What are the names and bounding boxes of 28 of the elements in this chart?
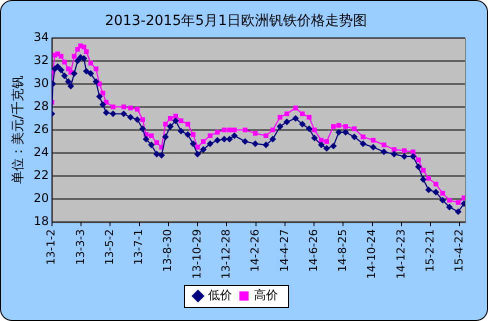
x-tick-label: 15-4-22 — [452, 229, 466, 272]
x-tick-label: 13-7-1 — [132, 229, 146, 266]
y-tick-label: 18 — [34, 214, 49, 228]
x-tick-label: 14-6-26 — [306, 229, 320, 272]
legend-label: 高价 — [254, 288, 278, 302]
x-tick-label: 14-2-26 — [248, 229, 262, 272]
y-tick-label: 20 — [34, 191, 49, 206]
x-tick-label: 14-8-25 — [336, 229, 350, 272]
x-tick-label: 13-5-2 — [102, 229, 116, 266]
x-tick-label: 14-12-23 — [394, 229, 408, 280]
legend-label: 低价 — [208, 288, 232, 302]
x-tick-label: 13-12-28 — [219, 229, 232, 280]
x-tick-label: 14-4-27 — [278, 229, 291, 272]
x-tick-label: 13-10-29 — [190, 229, 204, 280]
chart-title: 2013-2015年5月1日欧洲钒铁价格走势图 — [104, 13, 368, 30]
x-tick-label: 13-3-3 — [74, 229, 87, 266]
y-tick-label: 22 — [34, 168, 49, 182]
y-tick-label: 24 — [34, 145, 49, 160]
x-tick-label: 14-10-24 — [365, 229, 378, 280]
y-tick-label: 30 — [34, 76, 49, 90]
x-tick-label: 13-1-2 — [44, 229, 58, 266]
y-tick-label: 34 — [34, 30, 49, 44]
y-tick-label: 26 — [34, 122, 49, 136]
x-tick-label: 15-2-21 — [423, 229, 436, 272]
y-tick-label: 32 — [34, 52, 49, 67]
y-tick-label: 28 — [34, 99, 49, 114]
y-axis-title: 单位：美元/千克钒 — [10, 76, 26, 184]
x-tick-label: 13-8-30 — [161, 229, 174, 272]
